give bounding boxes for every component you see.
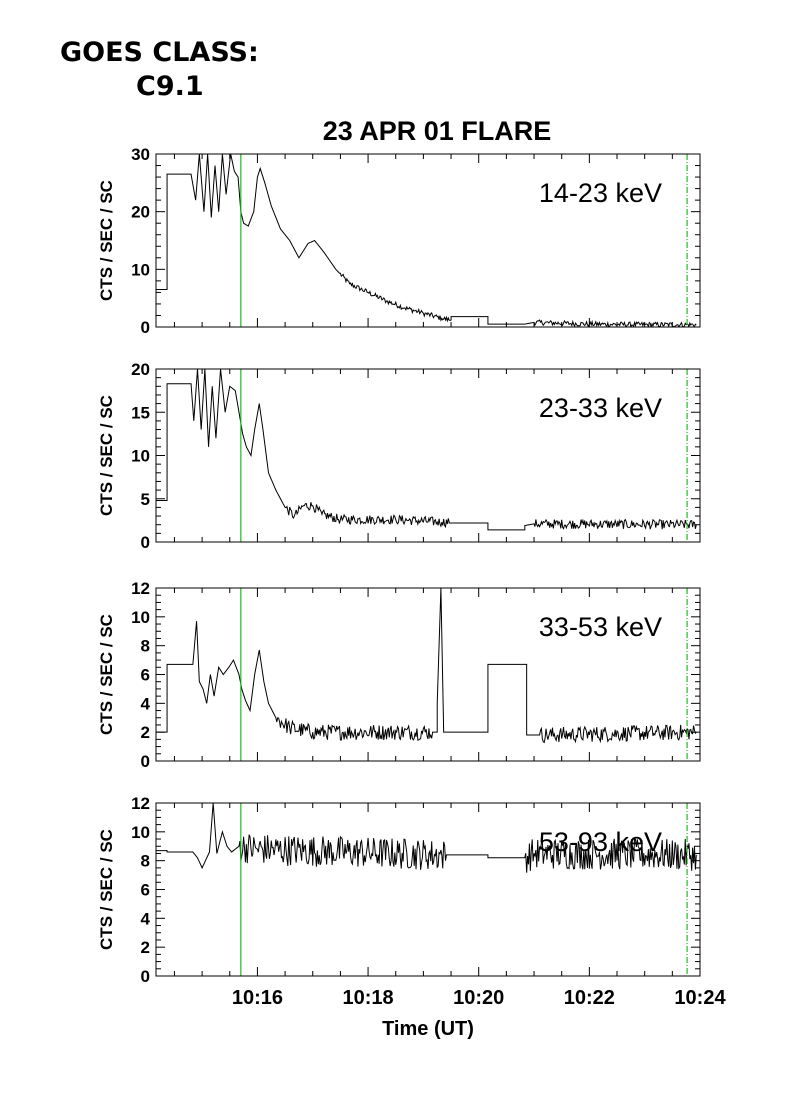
y-tick-label: 12 — [131, 579, 150, 598]
y-tick-label: 10 — [131, 608, 150, 627]
y-axis-label: CTS / SEC / SC — [97, 614, 116, 735]
energy-band-label: 14-23 keV — [539, 178, 662, 208]
y-tick-label: 5 — [141, 490, 150, 509]
y-tick-label: 10 — [131, 260, 150, 279]
y-tick-label: 30 — [131, 145, 150, 164]
series-line — [156, 588, 697, 744]
y-tick-label: 0 — [141, 752, 150, 771]
y-tick-label: 4 — [141, 909, 151, 928]
x-tick-label: 10:24 — [674, 987, 726, 1009]
x-tick-label: 10:18 — [342, 987, 393, 1009]
chart-title: 23 APR 01 FLARE — [323, 116, 552, 146]
x-tick-label: 10:16 — [232, 987, 283, 1009]
y-tick-label: 15 — [131, 403, 150, 422]
y-tick-label: 10 — [131, 823, 150, 842]
series-line — [156, 803, 697, 873]
goes-class-value: C9.1 — [136, 71, 204, 102]
y-axis-label: CTS / SEC / SC — [97, 395, 116, 516]
series-line — [156, 369, 697, 531]
y-tick-label: 0 — [141, 533, 150, 552]
y-tick-label: 10 — [131, 447, 150, 466]
panel-4: 0 2 4 6 8 10 12 CTS / SEC / SC 53-93 keV — [97, 794, 701, 986]
energy-band-label: 23-33 keV — [539, 393, 662, 423]
x-tick-label: 10:20 — [453, 987, 504, 1009]
y-tick-label: 0 — [141, 318, 150, 337]
y-tick-label: 0 — [141, 967, 150, 986]
panel-2: 0 5 10 15 20 CTS / SEC / SC 23-33 keV — [97, 360, 701, 552]
y-tick-label: 4 — [141, 694, 151, 713]
energy-band-label: 53-93 keV — [539, 827, 662, 857]
y-tick-label: 6 — [141, 881, 150, 900]
panel-1: 0 10 20 30 CTS / SEC / SC 14-23 keV — [97, 145, 701, 337]
y-axis-label: CTS / SEC / SC — [97, 829, 116, 950]
y-tick-label: 12 — [131, 794, 150, 813]
panel-3: 0 2 4 6 8 10 12 CTS / SEC / SC 33-53 keV — [97, 579, 701, 771]
y-tick-label: 20 — [131, 203, 150, 222]
y-tick-label: 8 — [141, 852, 150, 871]
y-tick-label: 6 — [141, 666, 150, 685]
y-tick-label: 20 — [131, 360, 150, 379]
series-line — [156, 154, 697, 327]
energy-band-label: 33-53 keV — [539, 612, 662, 642]
panel-frame — [155, 153, 701, 328]
goes-class-label: GOES CLASS: C9.1 — [60, 36, 259, 104]
goes-class-heading: GOES CLASS: — [60, 37, 259, 68]
x-axis-label: Time (UT) — [382, 1018, 474, 1040]
x-tick-label: 10:22 — [564, 987, 615, 1009]
y-tick-label: 2 — [141, 938, 150, 957]
y-axis-label: CTS / SEC / SC — [97, 180, 116, 301]
y-tick-label: 2 — [141, 723, 150, 742]
y-tick-label: 8 — [141, 637, 150, 656]
